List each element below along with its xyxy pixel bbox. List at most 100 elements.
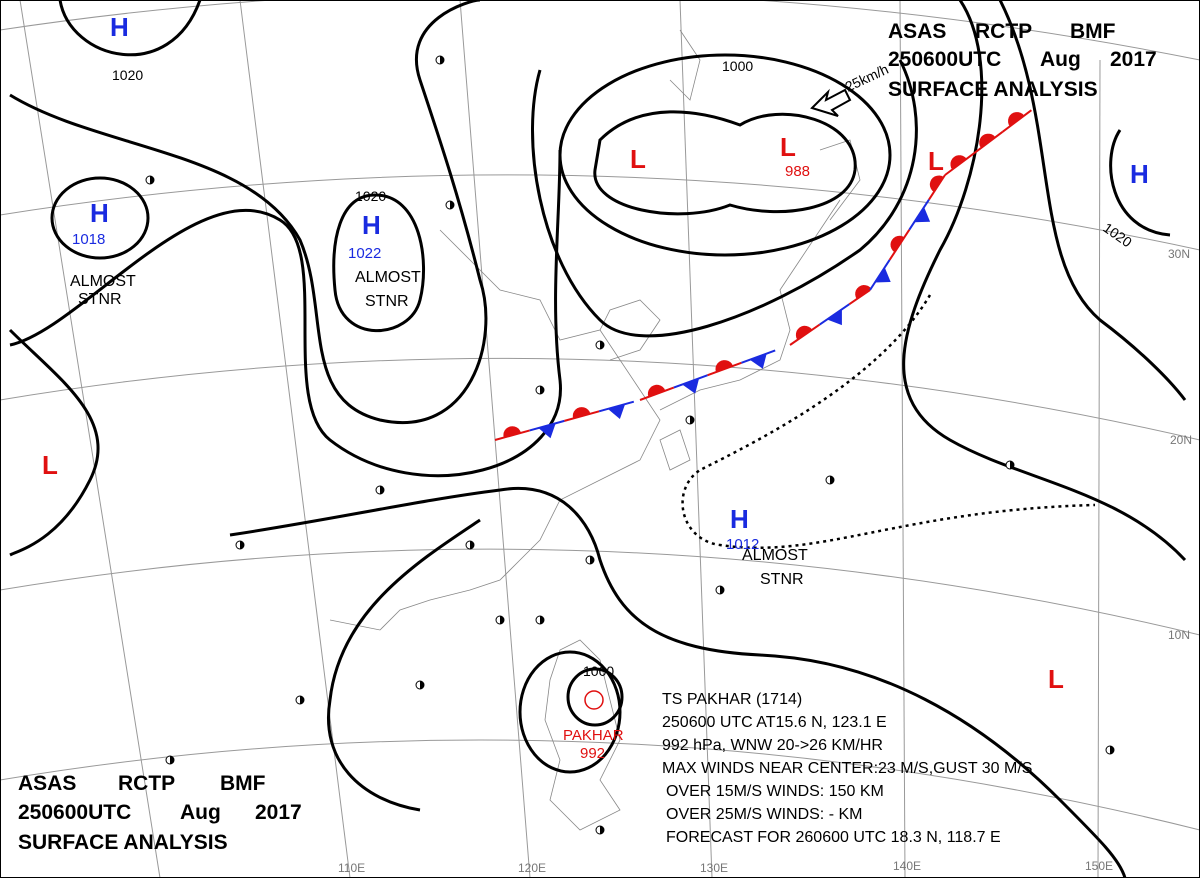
warm-front-symbol (795, 325, 813, 340)
storm-info: OVER 25M/S WINDS: - KM (666, 806, 862, 823)
isobar (902, 0, 1187, 562)
front-line (707, 361, 742, 377)
warm-front-symbol (1008, 112, 1025, 127)
storm-info: OVER 15M/S WINDS: 150 KM (666, 783, 884, 800)
code: BMF (1070, 20, 1116, 43)
front-line (789, 323, 821, 346)
station-plot (500, 616, 504, 624)
longitude-label: 110E (338, 861, 365, 875)
high-symbol: H (362, 210, 381, 240)
longitude-line (19, 0, 161, 878)
time: 250600UTC (18, 801, 131, 824)
coast (329, 229, 661, 631)
isobar (9, 149, 562, 478)
time: 250600UTC (888, 48, 1001, 71)
isobar (558, 53, 892, 257)
coast (599, 299, 661, 361)
code: BMF (220, 772, 266, 795)
note: STNR (78, 291, 122, 308)
front (145, 55, 1115, 835)
front-line (1001, 109, 1033, 133)
low-symbol: L (630, 144, 646, 174)
station-plot (590, 556, 594, 564)
longitude-label: 130E (700, 861, 728, 875)
isobar (566, 667, 624, 727)
isobar (998, 0, 1187, 401)
latitude-label: 30N (1168, 247, 1190, 261)
station-plot (150, 176, 154, 184)
coast (659, 429, 691, 471)
isobar-label: 1000 (583, 663, 614, 679)
latitude-line (0, 357, 1200, 441)
isobar (332, 193, 426, 333)
latitude-label: 10N (1168, 628, 1190, 642)
front-line (908, 198, 930, 231)
note: STNR (760, 571, 804, 588)
storm-name: PAKHAR (563, 727, 624, 744)
pressure-systems: H H 1018 ALMOST STNR H 1022 ALMOST STNR … (42, 12, 1149, 694)
isobar (58, 0, 202, 57)
pressure: 1018 (72, 231, 105, 248)
agency: ASAS (888, 20, 946, 43)
station: RCTP (118, 772, 175, 795)
isobar (327, 518, 481, 812)
cold-front-symbol (538, 423, 556, 439)
storm-pressure: 992 (580, 745, 605, 762)
isobars (8, 0, 1187, 878)
warm-front-symbol (715, 360, 733, 373)
station-plot (600, 341, 604, 349)
station: RCTP (975, 20, 1032, 43)
cold-front-symbol (607, 404, 626, 419)
warm-front-symbol (647, 384, 666, 397)
pressure: 1012 (726, 536, 759, 553)
note: ALMOST (355, 269, 421, 286)
cold-front-symbol (914, 207, 931, 223)
warm-front-symbol (572, 407, 591, 419)
station-plot (420, 681, 424, 689)
warm-front-symbol (950, 155, 967, 170)
trough (681, 294, 1096, 549)
month: Aug (180, 801, 221, 824)
station-plot (540, 616, 544, 624)
isobar-label: 1000 (722, 58, 753, 74)
warm-front-symbol (929, 175, 944, 192)
front-line (888, 229, 911, 261)
storm-symbol (584, 690, 604, 710)
high-symbol: H (1130, 159, 1149, 189)
isobar (593, 110, 857, 216)
warm-front-symbol (979, 133, 996, 148)
longitude-line (1097, 59, 1101, 878)
station-plot (240, 541, 244, 549)
station-plot (600, 826, 604, 834)
cold-front-symbol (827, 309, 842, 326)
station-plot (1010, 461, 1014, 469)
high-symbol: H (110, 12, 129, 42)
latitude-line (0, 0, 1200, 61)
longitude-line (239, 0, 351, 878)
cold-front-symbol (682, 378, 700, 394)
isobar (8, 328, 100, 557)
note: STNR (365, 293, 409, 310)
storm-info: 992 hPa, WNW 20->26 KM/HR (662, 737, 883, 754)
high-symbol: H (730, 504, 749, 534)
front-line (494, 429, 530, 441)
pressure: 1022 (348, 245, 381, 262)
station-plot (300, 696, 304, 704)
isobar (229, 487, 1127, 878)
longitude-line (899, 0, 906, 878)
isobar (9, 0, 488, 424)
high-symbol: H (90, 198, 109, 228)
cold-front-symbol (874, 267, 891, 283)
warm-front-symbol (503, 426, 521, 438)
station-plot (720, 586, 724, 594)
note: ALMOST (70, 273, 136, 290)
geo-labels: 30N 20N 10N 110E 120E 130E 140E 150E (338, 247, 1192, 875)
note: ALMOST (742, 547, 808, 564)
isobar (1109, 129, 1171, 237)
latitude-label: 20N (1170, 433, 1192, 447)
isobar (531, 59, 918, 338)
header-top: ASAS RCTP BMF 250600UTC Aug 2017 SURFACE… (888, 20, 1157, 101)
station-plot (470, 541, 474, 549)
